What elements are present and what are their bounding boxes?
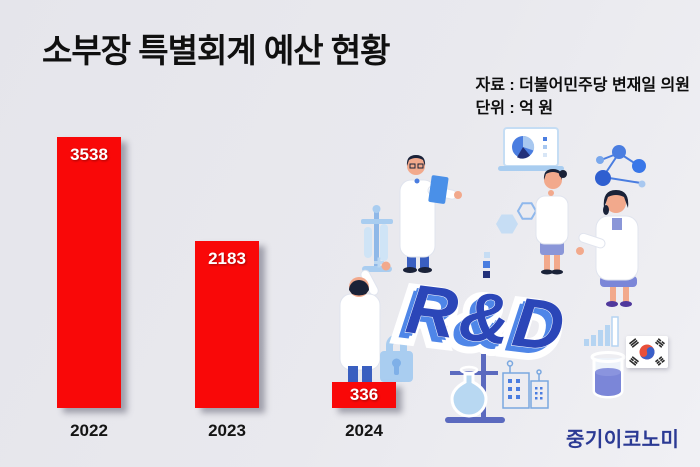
laptop-pie-chart-icon [498, 127, 564, 171]
bar-value-label: 3538 [70, 145, 108, 164]
bar-value-label: 2183 [208, 249, 246, 268]
x-axis-label-2022: 2022 [70, 421, 108, 440]
bar-value-label: 336 [349, 385, 379, 404]
buildings-icon [502, 360, 549, 409]
lock-icon [380, 334, 413, 382]
page-title: 소부장 특별회계 예산 현황 [42, 32, 390, 69]
x-axis-label-2024: 2024 [345, 421, 383, 440]
scientist-clipboard [399, 155, 462, 273]
korea-flag-icon [626, 336, 668, 368]
unit-line: 단위 : 억 원 [475, 100, 554, 117]
hexagon-icons [496, 202, 538, 234]
svg-text:R&D: R&D [399, 272, 568, 369]
bar-2023: 2183 [195, 241, 259, 408]
scientist-pointing [576, 190, 639, 307]
bar-chart-icon [584, 316, 619, 347]
squares-strip-icon [483, 252, 490, 278]
scientist-thinking [535, 169, 569, 275]
publisher-logo: 중기이코노미 [566, 429, 680, 451]
bar-2024: 336 [332, 382, 396, 408]
x-axis-label-2023: 2023 [208, 421, 246, 440]
rnd-3d-text: R&D R&D R&D [389, 268, 572, 379]
plus-icon [374, 257, 384, 268]
source-line: 자료 : 더불어민주당 변재일 의원 [475, 77, 690, 94]
molecule-icon [595, 145, 646, 188]
scientist-back-view [339, 261, 391, 382]
bar-2022: 3538 [57, 137, 121, 408]
beaker-icon [590, 351, 626, 399]
flask-stand-icon [445, 354, 505, 423]
source-block: 자료 : 더불어민주당 변재일 의원 단위 : 억 원 [476, 74, 690, 120]
